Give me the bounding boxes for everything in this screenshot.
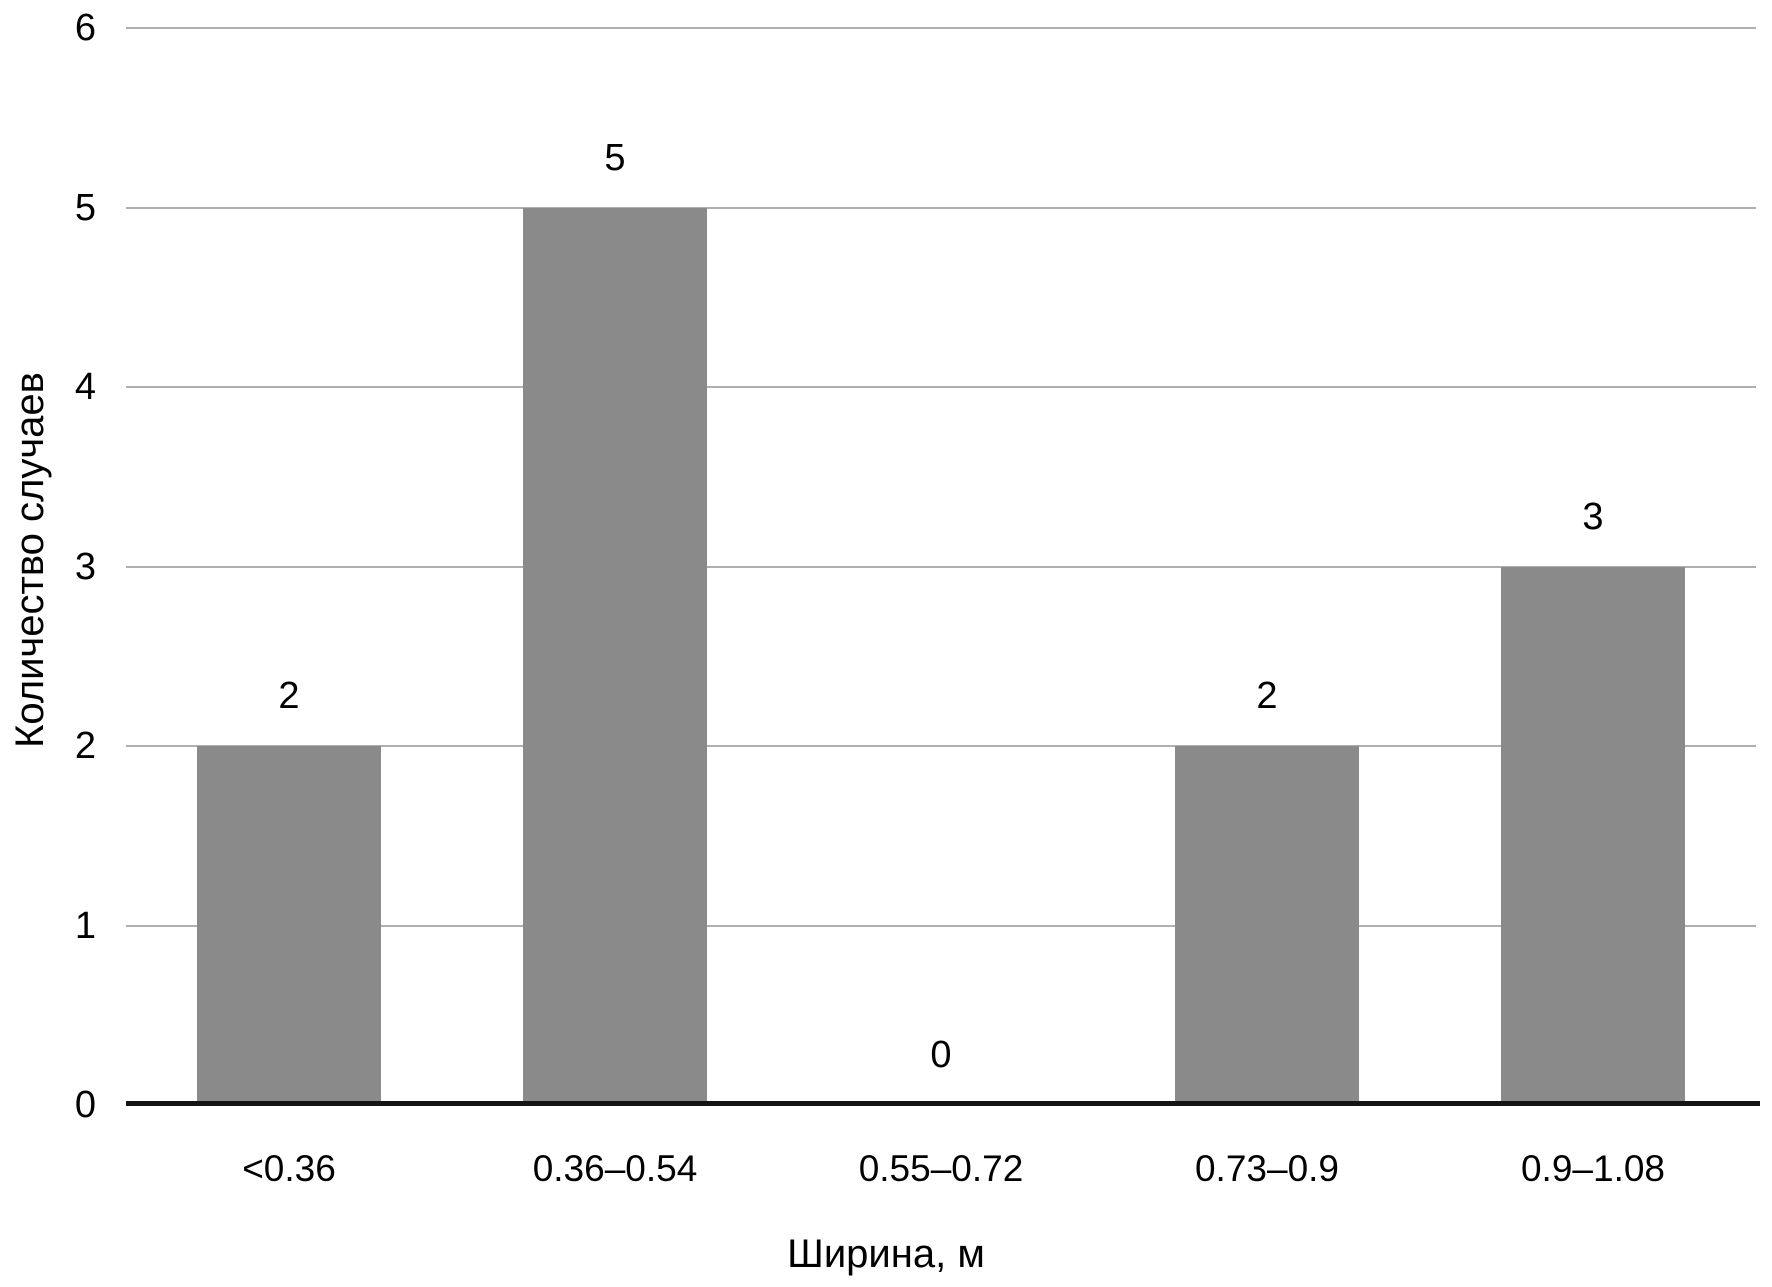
- y-tick-label: 2: [74, 725, 96, 767]
- y-tick-label: 1: [74, 904, 96, 947]
- gridline-y-5: [126, 206, 1756, 209]
- y-tick-label: 6: [74, 7, 96, 49]
- bar: [197, 746, 381, 1105]
- x-axis-category-labels: <0.36 0.36–0.54 0.55–0.72 0.73–0.9 0.9–1.08: [126, 1147, 1756, 1193]
- gridline-y-3: [126, 565, 1756, 568]
- bar: [523, 207, 707, 1105]
- gridline-y-6: [126, 27, 1756, 29]
- y-tick-label: 3: [74, 545, 96, 588]
- y-axis-tick-labels: 0 1 2 3 4 5 6: [0, 7, 96, 1126]
- bar: [1175, 746, 1359, 1105]
- bar-value-label: 5: [604, 136, 626, 179]
- y-tick-label: 0: [74, 1084, 96, 1126]
- bar: [1501, 566, 1685, 1105]
- bar-value-label: 2: [1256, 675, 1278, 717]
- gridline-y-1: [126, 924, 1756, 927]
- x-axis-title: Ширина, м: [787, 1232, 985, 1276]
- y-tick-label: 5: [74, 186, 96, 229]
- gridline-y-4: [126, 386, 1756, 388]
- x-category-label: 0.55–0.72: [858, 1148, 1024, 1189]
- x-axis-line: [126, 1101, 1760, 1106]
- x-category-label: 0.36–0.54: [532, 1148, 698, 1189]
- x-category-label: 0.73–0.9: [1194, 1148, 1340, 1189]
- bar-value-label: 3: [1582, 495, 1604, 538]
- plot-area: 2 5 0 2 3: [126, 27, 1756, 1105]
- y-tick-label: 4: [74, 366, 96, 408]
- bar-value-label: 2: [278, 675, 300, 717]
- x-category-label: 0.9–1.08: [1520, 1148, 1666, 1189]
- x-category-label: <0.36: [242, 1148, 336, 1189]
- bar-value-label: 0: [930, 1034, 952, 1076]
- gridline-y-2: [126, 745, 1756, 747]
